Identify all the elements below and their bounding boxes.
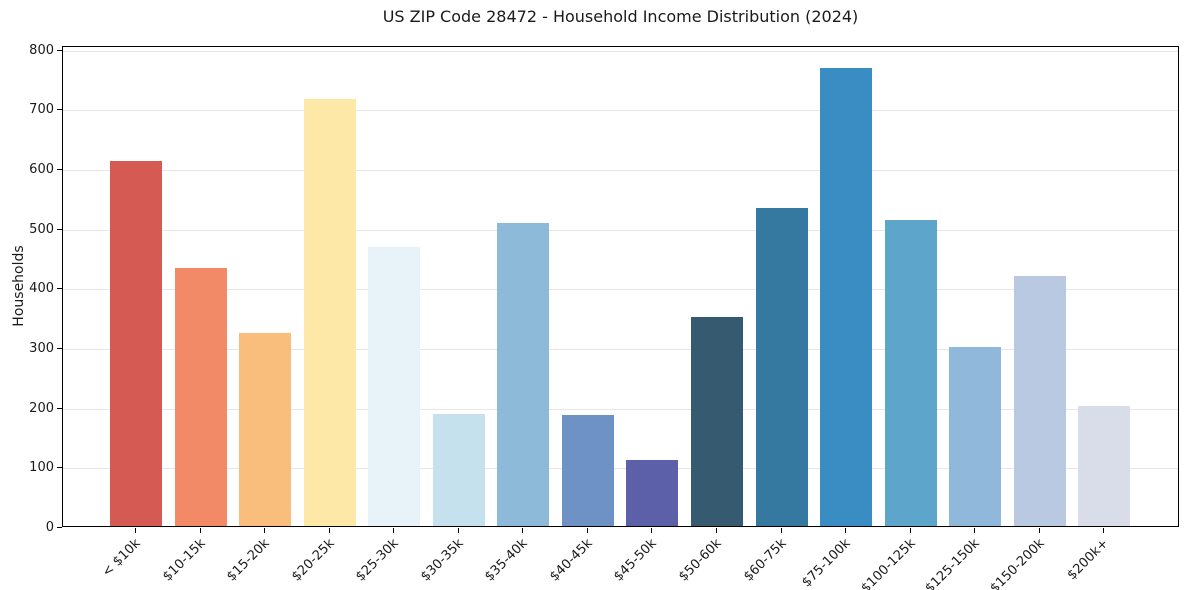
y-tick-mark [57, 467, 62, 469]
y-tick-label-100: 100 [29, 460, 54, 476]
y-tick-mark [57, 288, 62, 290]
x-tick-mark [1038, 528, 1040, 533]
x-tick-label-0: < $10k [99, 536, 144, 581]
x-tick-mark [845, 528, 847, 533]
y-tick-label-400: 400 [29, 281, 54, 297]
bar-35-40k [497, 223, 550, 526]
x-tick-mark [264, 528, 266, 533]
x-tick-mark [135, 528, 136, 533]
y-tick-mark [57, 527, 62, 528]
y-tick-mark [57, 347, 62, 349]
gridline-y-700 [63, 110, 1178, 112]
y-tick-mark [57, 228, 62, 230]
x-tick-mark [199, 528, 201, 533]
gridline-y-400 [63, 289, 1178, 291]
x-tick-mark [457, 528, 459, 533]
bar-150-200k [1013, 275, 1066, 526]
x-tick-mark [780, 528, 782, 533]
bar-100-125k [884, 219, 937, 526]
x-tick-mark [1103, 528, 1105, 533]
bar-15-20k [239, 333, 292, 526]
bar-10k [110, 160, 162, 526]
bar-40-45k [561, 415, 614, 526]
bar-200k [1078, 406, 1131, 526]
y-tick-label-300: 300 [29, 340, 54, 356]
gridline-y-800 [63, 50, 1178, 52]
chart-title: US ZIP Code 28472 - Household Income Dis… [382, 7, 859, 26]
gridline-y-100 [63, 468, 1178, 470]
x-tick-mark [974, 528, 976, 533]
bar-45-50k [626, 460, 679, 526]
y-tick-mark [57, 168, 62, 170]
x-tick-mark [651, 528, 653, 533]
gridline-y-500 [63, 229, 1178, 231]
bar-30-35k [432, 413, 485, 526]
y-tick-mark [57, 407, 62, 409]
bar-125-150k [949, 346, 1002, 526]
bar-50-60k [691, 317, 744, 526]
x-tick-mark [393, 528, 395, 533]
x-tick-mark [328, 528, 330, 533]
y-tick-mark [57, 49, 62, 51]
y-tick-label-0: 0 [45, 520, 54, 535]
bar-75-100k [820, 67, 873, 526]
y-tick-label-500: 500 [29, 221, 54, 237]
x-tick-mark [716, 528, 718, 533]
plot-area [62, 46, 1179, 527]
x-tick-mark [909, 528, 911, 533]
bar-10-15k [174, 268, 227, 526]
y-tick-mark [57, 109, 62, 111]
y-tick-label-600: 600 [29, 161, 54, 177]
x-tick-mark [522, 528, 524, 533]
bar-25-30k [368, 246, 421, 526]
y-tick-label-700: 700 [29, 102, 54, 118]
gridline-y-200 [63, 408, 1178, 410]
gridline-y-600 [63, 169, 1178, 171]
bar-20-25k [303, 98, 356, 526]
bar-60-75k [755, 207, 808, 526]
gridline-y-300 [63, 348, 1178, 350]
x-tick-mark [586, 528, 588, 533]
y-tick-label-800: 800 [29, 42, 54, 58]
y-tick-label-200: 200 [29, 400, 54, 416]
